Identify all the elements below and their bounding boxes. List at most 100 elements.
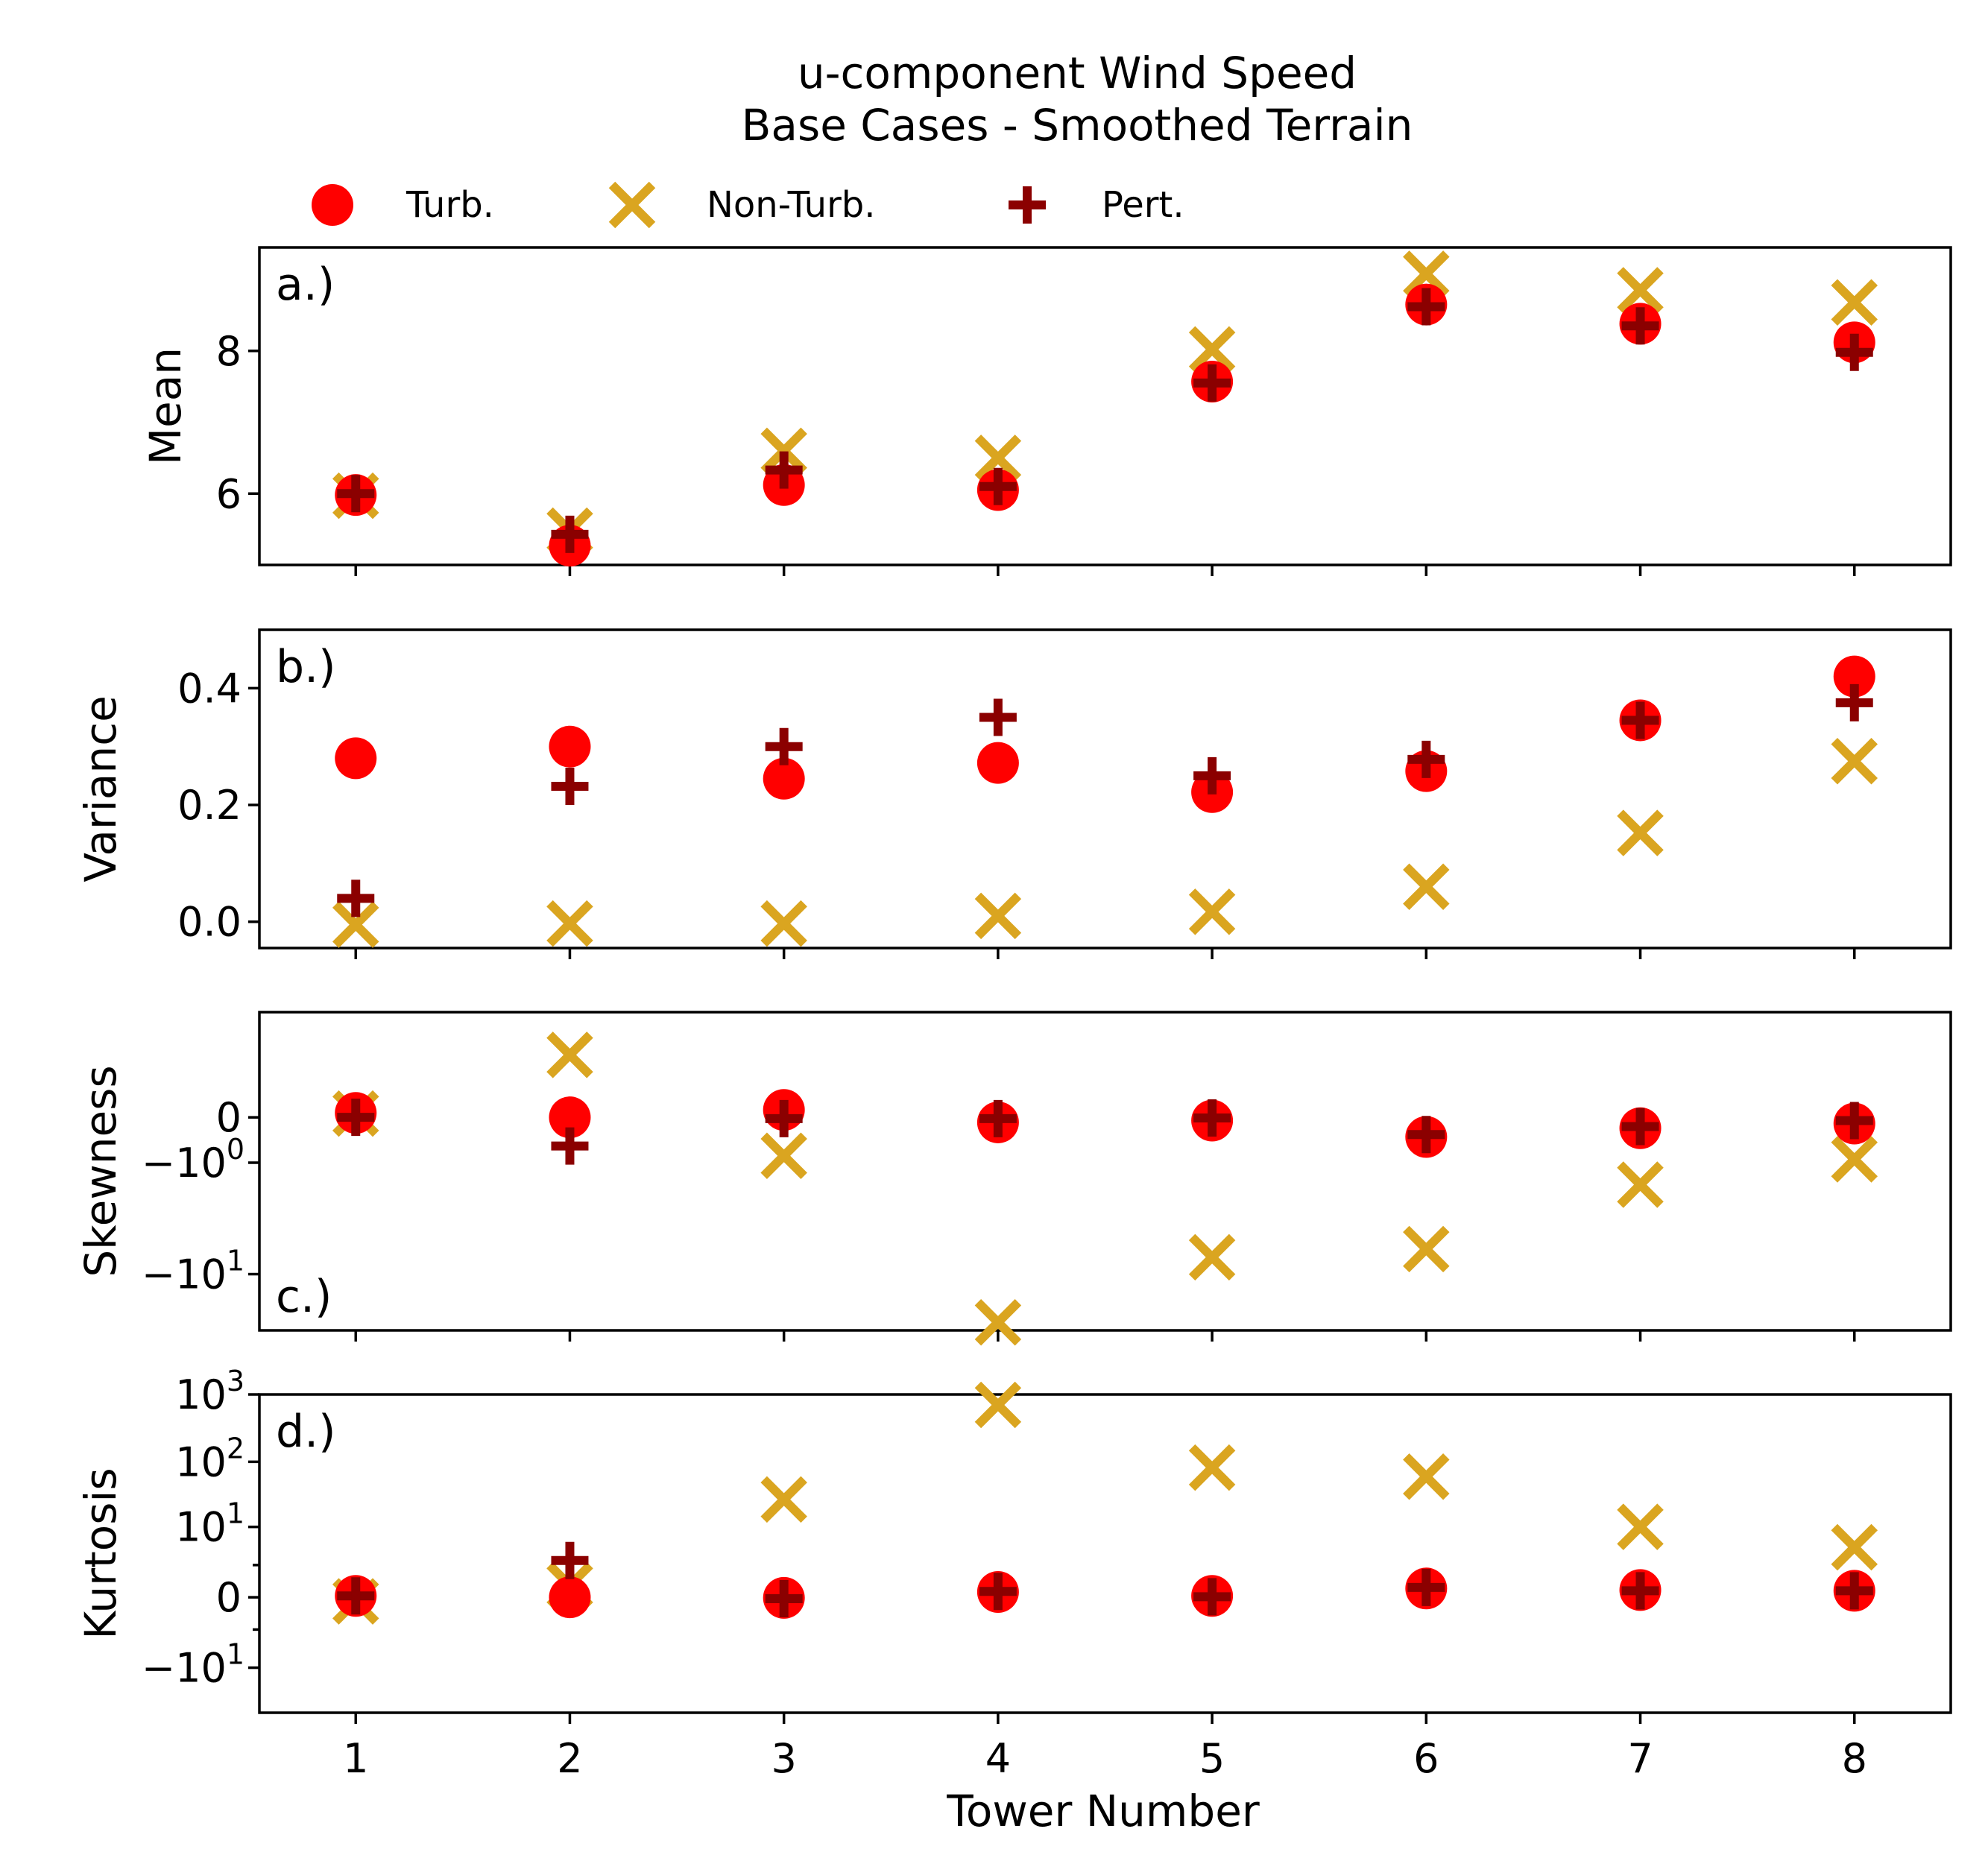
y-axis-label: Variance	[75, 695, 126, 882]
series-plus	[337, 683, 1873, 917]
x-tick-label: 7	[1627, 1735, 1653, 1782]
data-point	[1835, 1102, 1873, 1140]
data-point	[1831, 1136, 1878, 1183]
data-point	[546, 1032, 593, 1078]
y-tick-label: 6	[216, 470, 242, 517]
data-point	[1193, 1099, 1231, 1137]
y-tick-label: 103	[175, 1365, 244, 1418]
chart-title: u-component Wind Speed	[798, 48, 1357, 98]
chart-header: u-component Wind Speed Base Cases - Smoo…	[742, 48, 1413, 151]
x-tick-label: 5	[1199, 1735, 1225, 1782]
series-plus	[337, 1099, 1873, 1165]
data-point	[1188, 888, 1236, 935]
panel-kurtosis: 1 2 3 4 5 6 7 8 −101 0 101 102 103 Kurtosis d.)	[75, 1365, 1952, 1782]
data-point	[1617, 1161, 1664, 1208]
y-tick-label: 8	[216, 328, 242, 375]
data-point	[551, 515, 589, 553]
data-point	[1407, 1568, 1445, 1606]
y-tick-label: 0.0	[177, 899, 242, 946]
data-point	[1403, 250, 1450, 297]
panel-mean: 6 8 Mean a.)	[140, 246, 1952, 576]
data-point	[1407, 288, 1445, 326]
data-point	[1621, 1108, 1659, 1146]
data-point	[979, 1573, 1017, 1611]
y-tick-label: 0.2	[177, 782, 242, 829]
data-point	[1621, 1572, 1659, 1610]
y-tick-label: 0	[216, 1094, 242, 1141]
x-tick-label: 4	[985, 1735, 1011, 1782]
series-x	[332, 738, 1878, 948]
legend-entry-x: Non-Turb.	[608, 181, 876, 229]
data-point	[1403, 863, 1450, 910]
data-point	[1193, 364, 1231, 402]
panel-skewness: 0−100 −101 Skewness c.)	[75, 1011, 1952, 1346]
legend-marker	[608, 181, 656, 229]
data-point	[332, 901, 379, 948]
data-point	[546, 900, 593, 947]
data-point	[979, 698, 1017, 736]
data-point	[551, 767, 589, 805]
data-point	[763, 757, 805, 800]
x-axis-label: Tower Number	[946, 1786, 1260, 1836]
y-tick-label: 102	[175, 1432, 244, 1485]
data-point	[1617, 267, 1664, 314]
legend-entry-circle: Turb.	[312, 184, 494, 226]
panel-variance: 0.0 0.2 0.4 Variance b.)	[75, 628, 1952, 959]
data-point	[337, 475, 375, 513]
y-axis-label: Skewness	[75, 1065, 126, 1277]
data-point	[1831, 738, 1878, 785]
x-tick-label: 8	[1842, 1735, 1867, 1782]
data-point	[1617, 809, 1664, 856]
y-tick-label: −101	[142, 1638, 244, 1692]
data-point	[1621, 701, 1659, 739]
legend-label: Pert.	[1102, 184, 1184, 226]
y-tick-label: 0.4	[177, 665, 242, 712]
data-point	[974, 892, 1022, 940]
data-point	[549, 1576, 591, 1619]
data-point	[1193, 756, 1231, 794]
data-point	[760, 1132, 807, 1179]
data-point	[549, 725, 591, 768]
panel-label: c.)	[276, 1271, 332, 1323]
data-point	[335, 737, 377, 780]
data-point	[337, 879, 375, 917]
data-point	[551, 1127, 589, 1165]
y-tick-label: −100	[142, 1133, 244, 1187]
y-tick-label: 101	[175, 1497, 244, 1551]
data-point	[1188, 326, 1236, 373]
legend-entry-plus: Pert.	[1009, 184, 1184, 226]
data-point	[974, 435, 1022, 481]
panel-label: b.)	[276, 641, 336, 693]
x-tick-label: 2	[557, 1735, 582, 1782]
data-point	[1835, 333, 1873, 371]
chart-legend: Turb. Non-Turb. Pert.	[312, 181, 1184, 229]
data-point	[760, 1476, 807, 1523]
data-point	[974, 1381, 1022, 1429]
data-point	[979, 467, 1017, 505]
series-x	[332, 250, 1878, 555]
series-plus	[337, 288, 1873, 553]
data-point	[1188, 1444, 1236, 1491]
panel-frame	[258, 628, 1952, 950]
data-point	[1835, 1572, 1873, 1610]
data-point	[551, 1541, 589, 1579]
data-point	[549, 1096, 591, 1139]
data-point	[765, 451, 803, 489]
legend-label: Non-Turb.	[707, 184, 876, 226]
panel-label: a.)	[276, 259, 335, 311]
y-axis-label: Mean	[140, 347, 191, 465]
data-point	[337, 1577, 375, 1615]
series-plus	[337, 1541, 1873, 1618]
legend-marker	[1009, 186, 1046, 224]
data-point	[760, 900, 807, 947]
data-point	[1833, 655, 1875, 698]
data-point	[1193, 1578, 1231, 1616]
x-tick-label: 1	[343, 1735, 368, 1782]
panel-label: d.)	[276, 1406, 336, 1458]
data-point	[979, 1099, 1017, 1137]
data-point	[1835, 683, 1873, 721]
y-tick-label: −101	[142, 1245, 244, 1298]
legend-marker	[312, 184, 353, 226]
x-tick-label: 6	[1413, 1735, 1439, 1782]
